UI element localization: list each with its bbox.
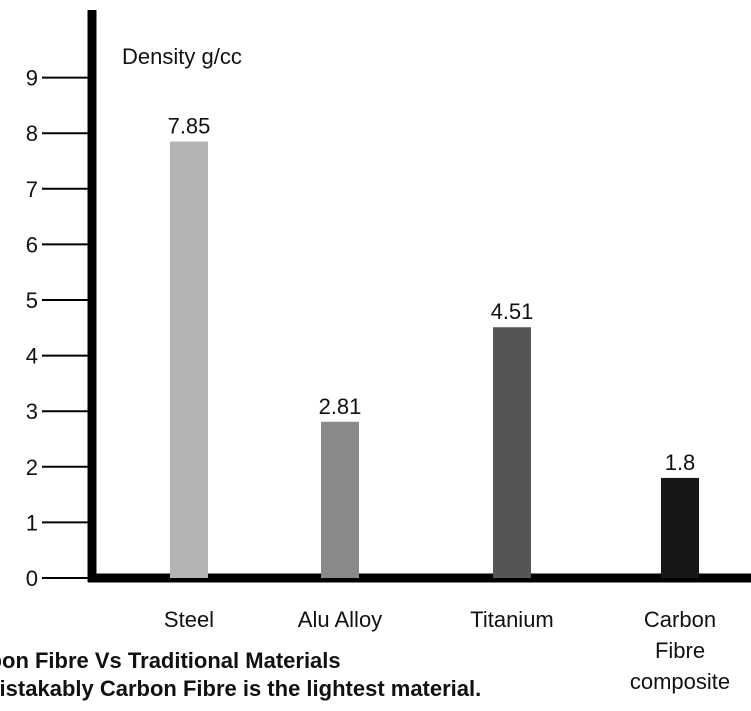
category-label: Titanium	[470, 607, 554, 632]
category-labels: Steel Alu Alloy Titanium Carbon Fibre composi…	[164, 607, 730, 694]
category-label: Steel	[164, 607, 214, 632]
y-tick-label: 3	[26, 399, 38, 424]
category-label: Alu Alloy	[298, 607, 382, 632]
bar-value-label: 1.8	[665, 450, 696, 475]
bar	[170, 141, 208, 579]
bar-value-label: 4.51	[491, 299, 534, 324]
caption-line-1: rbon Fibre Vs Traditional Materials	[0, 648, 341, 673]
bar-value-label: 7.85	[168, 114, 211, 139]
bar	[661, 477, 699, 578]
bar-value-label: 2.81	[319, 394, 362, 419]
y-tick-label: 0	[26, 566, 38, 591]
y-tick-label: 9	[26, 66, 38, 91]
y-tick-label: 6	[26, 232, 38, 257]
y-tick-label: 7	[26, 177, 38, 202]
bar	[321, 421, 359, 578]
chart-caption: rbon Fibre Vs Traditional Materials mist…	[0, 647, 640, 703]
y-tick-label: 5	[26, 288, 38, 313]
y-axis-ticks: 0 1 2 3 4 5 6 7 8 9	[26, 66, 92, 591]
category-label: Carbon Fibre composite	[630, 607, 730, 694]
y-tick-label: 2	[26, 455, 38, 480]
bar-value-labels: 7.85 2.81 4.51 1.8	[168, 114, 696, 475]
caption-line-2: mistakably Carbon Fibre is the lightest …	[0, 676, 482, 701]
y-tick-label: 4	[26, 344, 38, 369]
unit-label: Density g/cc	[122, 44, 242, 69]
bar	[493, 327, 531, 578]
y-tick-label: 1	[26, 510, 38, 535]
y-tick-label: 8	[26, 121, 38, 146]
bars	[170, 141, 699, 579]
